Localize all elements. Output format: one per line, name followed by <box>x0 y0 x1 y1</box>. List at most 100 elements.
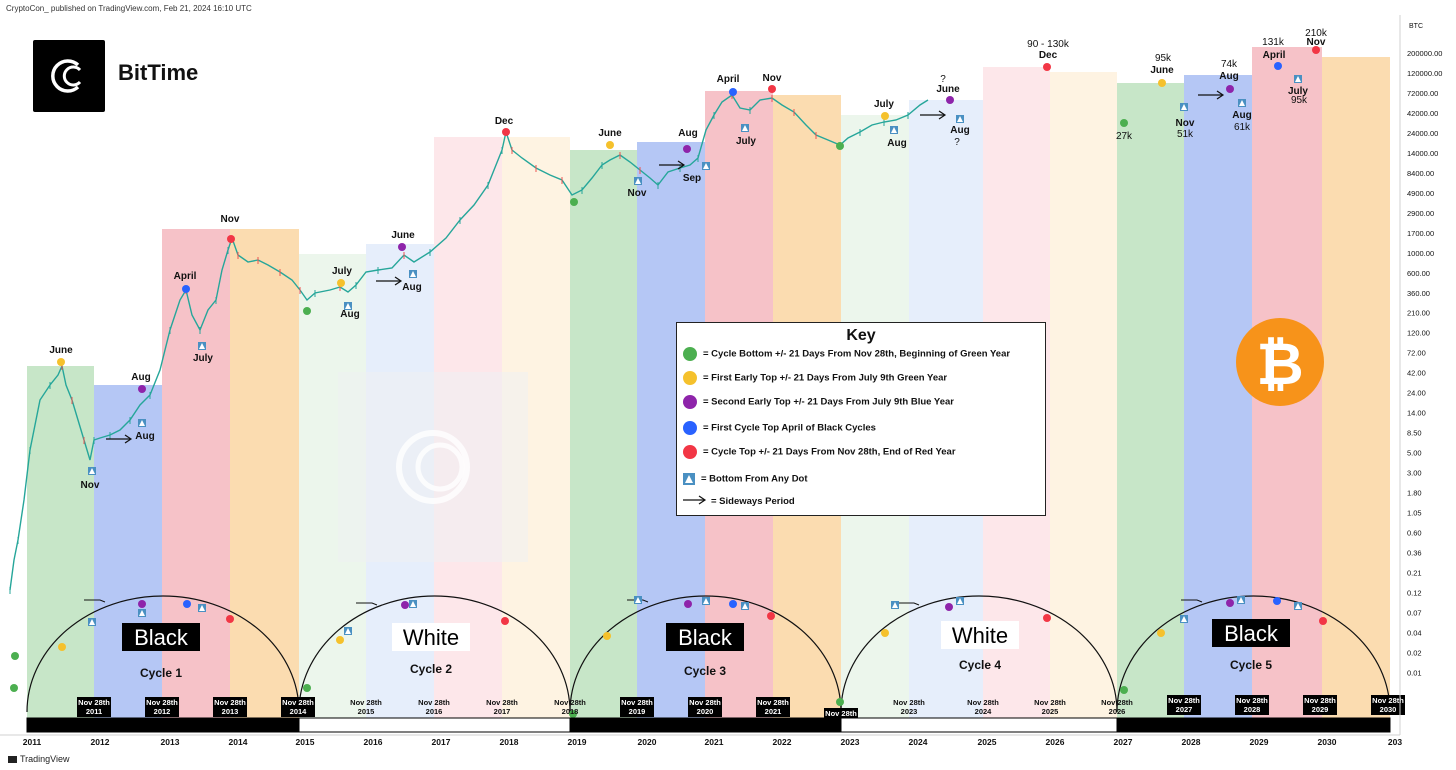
annotation-label: Aug <box>887 138 906 149</box>
y-tick-label: 72.00 <box>1407 349 1426 358</box>
y-tick-label: 0.60 <box>1407 529 1422 538</box>
year-bands <box>27 47 1390 718</box>
legend-key: Key = Cycle Bottom +/- 21 Days From Nov … <box>676 322 1046 516</box>
cycle-color-label: White <box>403 625 459 650</box>
marker-dot <box>1274 62 1282 70</box>
red-dot-icon <box>683 445 697 459</box>
triangle-marker-glyph <box>139 420 145 426</box>
yellow-dot-icon <box>683 371 697 385</box>
marker-dot <box>836 142 844 150</box>
x-tick-label: 2018 <box>500 737 519 747</box>
key-item-cycle-top: = Cycle Top +/- 21 Days From Nov 28th, E… <box>683 445 956 459</box>
triangle-marker-glyph <box>1181 616 1187 622</box>
annotation-label: Aug <box>135 431 154 442</box>
marker-dot <box>1120 119 1128 127</box>
cycle-color-box <box>1212 619 1290 647</box>
marker-dot <box>337 279 345 287</box>
x-tick-label: 2011 <box>23 737 42 747</box>
y-tick-label: 2900.00 <box>1407 209 1434 218</box>
date-label-line1: Nov 28th <box>967 698 999 707</box>
y-tick-label: 1000.00 <box>1407 249 1434 258</box>
y-tick-label: 0.12 <box>1407 588 1422 597</box>
triangle-marker-glyph <box>892 602 898 608</box>
year-band <box>1117 83 1184 718</box>
date-label-line2: 2018 <box>562 707 579 716</box>
key-item-text: = Second Early Top +/- 21 Days From July… <box>703 396 954 408</box>
date-label-line2: 2026 <box>1109 707 1126 716</box>
watermark-icon <box>338 372 528 562</box>
y-tick-label: 0.01 <box>1407 668 1422 677</box>
annotation-label: July <box>1288 86 1308 97</box>
x-tick-label: 2017 <box>432 737 451 747</box>
annotation-label: Dec <box>1039 50 1058 61</box>
marker-dot <box>398 243 406 251</box>
marker-dot <box>881 112 889 120</box>
date-box <box>756 697 790 717</box>
date-box <box>620 697 654 717</box>
date-label-line1: Nov 28th <box>1168 696 1200 705</box>
triangle-marker-glyph <box>199 343 205 349</box>
y-tick-label: 14.00 <box>1407 409 1426 418</box>
date-label-line2: 2027 <box>1176 705 1193 714</box>
bittime-logo-icon <box>33 40 105 112</box>
triangle-marker-glyph <box>1295 76 1301 82</box>
triangle-marker-glyph <box>1239 100 1245 106</box>
annotation-label: Nov <box>1307 37 1326 48</box>
y-tick-label: 0.02 <box>1407 648 1422 657</box>
marker-dot <box>183 600 191 608</box>
marker-dot <box>606 141 614 149</box>
triangle-marker-glyph <box>345 628 351 634</box>
triangle-marker-glyph <box>89 468 95 474</box>
annotation-label: July <box>874 99 894 110</box>
annotation-label: April <box>717 74 740 85</box>
date-label-line2: 2029 <box>1312 705 1329 714</box>
annotation-label: Aug <box>678 128 697 139</box>
sideways-arrow-head <box>677 160 686 170</box>
purple-dot-icon <box>683 395 697 409</box>
triangle-marker-glyph <box>1238 597 1244 603</box>
annotation-label: 51k <box>1177 129 1194 140</box>
y-tick-label: 0.21 <box>1407 568 1422 577</box>
x-tick-label: 2012 <box>91 737 110 747</box>
brand-name: BitTime <box>118 60 199 85</box>
marker-dot <box>881 629 889 637</box>
sideways-arrow-head <box>124 434 133 444</box>
bitcoin-logo-icon: ₿ <box>1236 318 1324 406</box>
marker-dot <box>11 652 19 660</box>
cycle-color-label: Black <box>678 625 733 650</box>
cycle-color-label: White <box>952 623 1008 648</box>
triangle-marker-glyph <box>199 605 205 611</box>
x-tick-label: 2026 <box>1046 737 1065 747</box>
triangle-marker-glyph <box>410 601 416 607</box>
x-tick-label: 2027 <box>1114 737 1133 747</box>
triangle-marker-glyph <box>89 619 95 625</box>
y-tick-label: 1700.00 <box>1407 229 1434 238</box>
price-series <box>9 92 929 594</box>
marker-dot <box>182 285 190 293</box>
cycle-color-box <box>941 621 1019 649</box>
y-tick-label: 14000.00 <box>1407 149 1438 158</box>
marker-dot <box>683 145 691 153</box>
annotation-label: 74k <box>1221 59 1238 70</box>
marker-dot <box>603 632 611 640</box>
key-item-text: = First Cycle Top April of Black Cycles <box>703 422 876 434</box>
annotation-label: June <box>936 84 960 95</box>
marker-dot <box>569 710 577 718</box>
marker-dot <box>227 235 235 243</box>
triangle-marker-glyph <box>345 303 351 309</box>
tradingview-footer[interactable]: TradingView <box>8 754 70 764</box>
triangle-icon <box>683 473 695 485</box>
marker-dot <box>226 615 234 623</box>
date-label-line2: 2011 <box>86 707 102 716</box>
date-label-line1: Nov 28th <box>282 698 314 707</box>
triangle-marker-glyph <box>1295 603 1301 609</box>
publish-info: CryptoCon_ published on TradingView.com,… <box>6 4 252 13</box>
date-label-line1: Nov 28th <box>418 698 450 707</box>
marker-dot <box>945 603 953 611</box>
triangle-marker-glyph <box>410 271 416 277</box>
marker-dot <box>768 85 776 93</box>
date-label-line2: 2023 <box>901 707 918 716</box>
date-box <box>281 697 315 717</box>
x-tick-label: 2014 <box>229 737 248 747</box>
